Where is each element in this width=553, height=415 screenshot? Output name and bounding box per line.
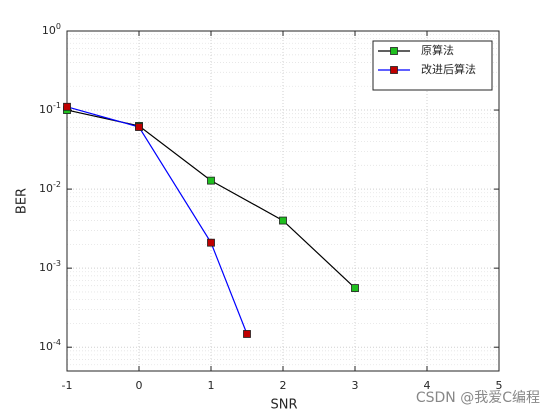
y-tick-label: 100 <box>42 22 61 38</box>
y-axis-label: BER <box>15 188 30 214</box>
x-tick-label: -1 <box>62 379 73 392</box>
x-tick-label: 2 <box>280 379 287 392</box>
marker <box>63 102 71 111</box>
legend-marker <box>390 66 398 74</box>
y-tick-label: 10-3 <box>39 259 61 275</box>
watermark: CSDN @我爱C编程 <box>416 390 540 406</box>
y-tick-label: 10-2 <box>39 180 61 196</box>
marker <box>243 330 251 338</box>
legend-label: 改进后算法 <box>421 62 476 76</box>
x-tick-label: 3 <box>352 379 359 392</box>
y-tick-label: 10-4 <box>39 338 61 354</box>
x-tick-label: 1 <box>208 379 215 392</box>
x-tick-label: 0 <box>136 379 143 392</box>
marker <box>207 176 215 185</box>
marker <box>207 238 215 247</box>
x-tick-label: 4 <box>424 379 431 392</box>
marker <box>279 216 287 225</box>
legend-label: 原算法 <box>421 43 454 57</box>
legend-marker <box>390 47 398 55</box>
x-tick-label: 5 <box>496 379 503 392</box>
y-tick-label: 10-1 <box>39 101 61 117</box>
line <box>66 106 248 335</box>
plot-frame <box>66 30 500 372</box>
x-axis-label: SNR <box>270 398 297 413</box>
marker <box>135 123 143 131</box>
marker <box>351 284 359 292</box>
